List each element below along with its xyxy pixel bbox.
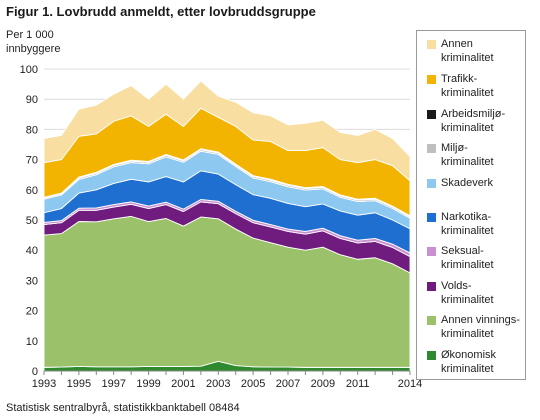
y-tick-label: 60	[26, 185, 38, 197]
legend-swatch	[427, 75, 436, 84]
legend-swatch	[427, 351, 436, 360]
legend-item: Økonomisk kriminalitet	[427, 348, 531, 376]
legend-label: Miljø-kriminalitet	[441, 141, 531, 169]
x-tick-label: 1999	[136, 378, 160, 390]
legend-label-line2: kriminalitet	[441, 328, 494, 340]
legend-label-line1: Annen vinnings-	[441, 314, 520, 326]
legend-label-line2: kriminalitet	[441, 225, 494, 237]
legend-label-line2: kriminalitet	[441, 259, 494, 271]
y-axis-label: Per 1 000 innbyggere	[6, 28, 60, 56]
legend-label-line2: kriminalitet	[441, 294, 494, 306]
stacked-areas	[43, 80, 411, 372]
legend-swatch	[427, 179, 436, 188]
legend-label: Narkotika-kriminalitet	[441, 210, 531, 238]
legend-item: Volds-kriminalitet	[427, 279, 531, 307]
area-series-9	[43, 80, 411, 182]
legend-item: Arbeidsmiljø-kriminalitet	[427, 107, 531, 135]
legend-item: Seksual-kriminalitet	[427, 244, 531, 272]
chart-title: Figur 1. Lovbrudd anmeldt, etter lovbrud…	[6, 4, 316, 19]
x-tick-label: 1993	[32, 378, 56, 390]
y-tick-label: 50	[26, 215, 38, 227]
legend-swatch	[427, 282, 436, 291]
x-tick-label: 2007	[276, 378, 300, 390]
y-axis-label-line1: Per 1 000	[6, 29, 54, 41]
legend-label: Annen kriminalitet	[441, 37, 531, 65]
y-axis-label-line2: innbyggere	[6, 43, 61, 55]
legend-label-line2: kriminalitet	[441, 156, 494, 168]
legend-label-line1: Trafikk-	[441, 73, 478, 85]
x-tick-label: 2003	[206, 378, 230, 390]
legend-label-line2: kriminalitet	[441, 122, 494, 134]
legend-label: Volds-kriminalitet	[441, 279, 531, 307]
y-tick-label: 70	[26, 155, 38, 167]
legend-swatch	[427, 247, 436, 256]
legend-item: Miljø-kriminalitet	[427, 141, 531, 169]
legend-label-line1: Økonomisk	[441, 349, 497, 361]
y-tick-label: 0	[32, 366, 38, 378]
legend-item: Skadeverk	[427, 176, 531, 190]
x-tick-label: 2011	[346, 378, 370, 390]
legend-label-line1: Volds-	[441, 280, 472, 292]
y-axis-ticks: 0 10 20 30 40 50 60 70 80 90 100	[20, 64, 38, 378]
legend-label: Arbeidsmiljø-kriminalitet	[441, 107, 531, 135]
legend-label-line2: kriminalitet	[441, 87, 494, 99]
legend-label: Seksual-kriminalitet	[441, 244, 531, 272]
legend-label-line1: Miljø-	[441, 142, 468, 154]
legend-label: Annen vinnings-kriminalitet	[441, 313, 531, 341]
x-tick-label: 2005	[241, 378, 265, 390]
y-tick-label: 90	[26, 94, 38, 106]
legend-item: Annen vinnings-kriminalitet	[427, 313, 531, 341]
y-tick-label: 10	[26, 336, 38, 348]
y-tick-label: 40	[26, 245, 38, 257]
legend-swatch	[427, 213, 436, 222]
legend-label-line1: Annen	[441, 38, 473, 50]
legend-label: Skadeverk	[441, 176, 531, 190]
legend-item: Annen kriminalitet	[427, 37, 531, 65]
legend-swatch	[427, 110, 436, 119]
x-tick-label: 1997	[101, 378, 125, 390]
legend-label-line2: kriminalitet	[441, 363, 494, 375]
x-tick-label: 1995	[67, 378, 91, 390]
x-tick-label: 2009	[311, 378, 335, 390]
source-note: Statistisk sentralbyrå, statistikkbankta…	[6, 402, 240, 414]
legend-swatch	[427, 40, 436, 49]
legend-item: Trafikk-kriminalitet	[427, 72, 531, 100]
y-tick-label: 20	[26, 306, 38, 318]
legend-swatch	[427, 316, 436, 325]
legend-label-line2: kriminalitet	[441, 52, 494, 64]
legend: Annen kriminalitet Trafikk-kriminalitet Arb…	[416, 30, 526, 380]
legend-label: Økonomisk kriminalitet	[441, 348, 531, 376]
legend-item: Narkotika-kriminalitet	[427, 210, 531, 238]
legend-label-line1: Narkotika-	[441, 211, 492, 223]
x-tick-label: 2014	[398, 378, 422, 390]
y-tick-label: 100	[20, 64, 38, 76]
x-tick-label: 2001	[171, 378, 195, 390]
legend-label-line1: Skadeverk	[441, 177, 493, 189]
y-tick-label: 80	[26, 124, 38, 136]
legend-label: Trafikk-kriminalitet	[441, 72, 531, 100]
y-tick-label: 30	[26, 275, 38, 287]
x-axis-ticks: 1993 1995 1997 1999 2001 2003 2005 2007 2009 2011…	[32, 370, 422, 390]
legend-label-line1: Arbeidsmiljø-	[441, 108, 506, 120]
legend-label-line1: Seksual-	[441, 245, 484, 257]
legend-swatch	[427, 144, 436, 153]
